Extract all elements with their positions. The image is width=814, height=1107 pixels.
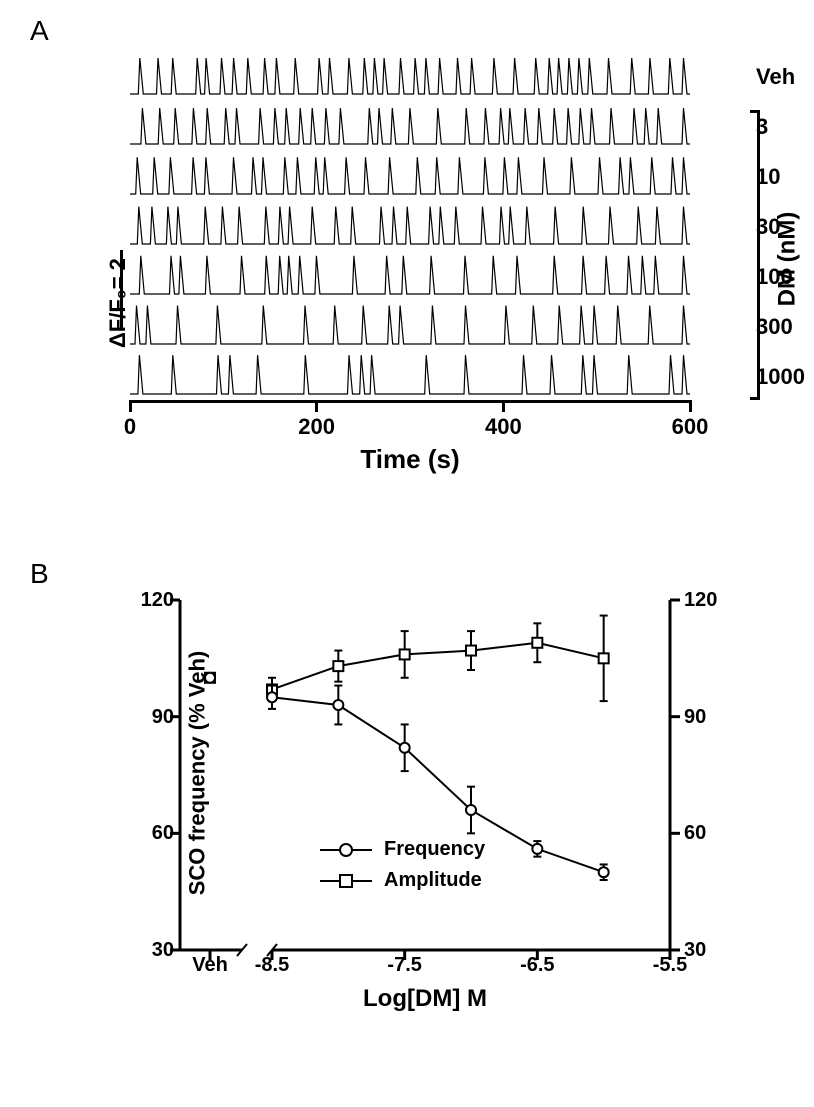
panel-b-xlabel: Log[DM] M — [180, 985, 670, 1013]
trace-row — [130, 50, 690, 100]
panel-a-xtick — [129, 400, 132, 412]
panel-a-xaxis-line — [130, 400, 690, 403]
traces-area: Veh310301003001000 — [130, 50, 690, 400]
trace-row — [130, 100, 690, 150]
trace-svg — [130, 50, 690, 100]
panel-b-ytick-left: 90 — [130, 706, 174, 729]
trace-row — [130, 300, 690, 350]
panel-b-xtick-label: -7.5 — [380, 954, 430, 977]
legend-frequency: Frequency — [320, 838, 485, 861]
panel-a-xtick — [502, 400, 505, 412]
trace-row — [130, 250, 690, 300]
panel-b-ytick-left: 120 — [130, 589, 174, 612]
panel-a-xtick-label: 200 — [287, 414, 347, 440]
panel-a-bracket — [750, 110, 760, 400]
panel-b-legend: Frequency Amplitude — [320, 838, 485, 900]
panel-b-xtick-label: -5.5 — [645, 954, 695, 977]
trace-svg — [130, 200, 690, 250]
panel-a-scalebar-label: ΔF/F₀= 2 — [105, 228, 131, 348]
legend-amplitude: Amplitude — [320, 869, 485, 892]
legend-frequency-label: Frequency — [384, 838, 485, 861]
panel-b-xtick-label: -8.5 — [247, 954, 297, 977]
trace-row — [130, 350, 690, 400]
trace-label: 300 — [756, 314, 793, 340]
panel-b-xtick-label: Veh — [185, 954, 235, 977]
panel-a-xtick — [315, 400, 318, 412]
legend-amplitude-label: Amplitude — [384, 869, 482, 892]
legend-frequency-marker — [320, 842, 372, 858]
trace-label: Veh — [756, 64, 795, 90]
panel-a-xtick-label: 400 — [473, 414, 533, 440]
panel-label-a: A — [30, 15, 49, 47]
trace-row — [130, 200, 690, 250]
panel-a-xaxis: 0200400600 Time (s) — [130, 400, 690, 480]
panel-b-svg — [180, 600, 670, 960]
legend-amplitude-marker — [320, 873, 372, 889]
trace-svg — [130, 300, 690, 350]
panel-b-ytick-right: 90 — [684, 706, 728, 729]
trace-svg — [130, 100, 690, 150]
panel-a-bracket-label: DM (nM) — [773, 212, 801, 307]
panel-a-xtick-label: 0 — [100, 414, 160, 440]
panel-a-xtick — [689, 400, 692, 412]
panel-a-xlabel: Time (s) — [130, 444, 690, 475]
panel-label-b: B — [30, 558, 49, 590]
trace-label: 1000 — [756, 364, 805, 390]
panel-b-ytick-left: 30 — [130, 939, 174, 962]
trace-row — [130, 150, 690, 200]
panel-b-ytick-right: 120 — [684, 589, 728, 612]
panel-b-ytick-left: 60 — [130, 822, 174, 845]
panel-b-ytick-right: 60 — [684, 822, 728, 845]
trace-svg — [130, 150, 690, 200]
panel-b-container: SCO frequency (% Veh) SCO amplitude (% V… — [90, 590, 750, 1070]
trace-svg — [130, 350, 690, 400]
panel-a-xtick-label: 600 — [660, 414, 720, 440]
trace-svg — [130, 250, 690, 300]
panel-a-container: Veh310301003001000 ΔF/F₀= 2 DM (nM) 0200… — [70, 50, 760, 480]
panel-b-xtick-label: -6.5 — [512, 954, 562, 977]
